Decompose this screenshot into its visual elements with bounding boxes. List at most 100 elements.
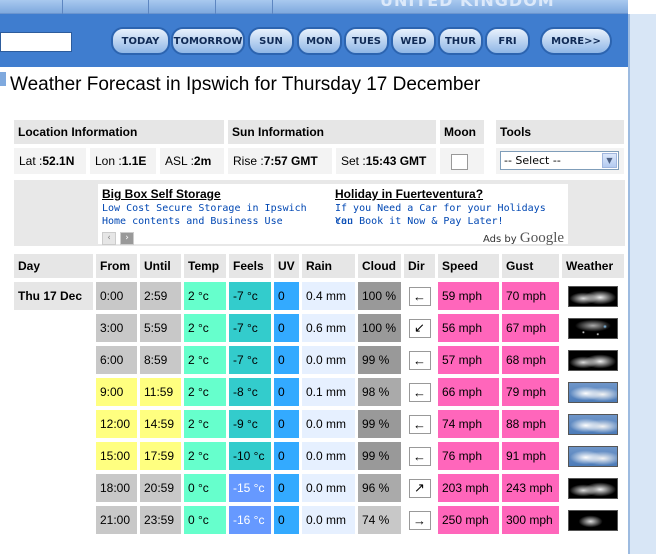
chevron-down-icon[interactable]: ▼ (602, 153, 617, 168)
nav-mon-button[interactable]: MON (297, 27, 342, 55)
rise-value: 7:57 GMT (263, 154, 318, 168)
divider (215, 0, 216, 14)
column-header-weather[interactable]: Weather (561, 253, 625, 279)
column-header-dir[interactable]: Dir (403, 253, 436, 279)
column-header-rain[interactable]: Rain (301, 253, 356, 279)
wind-direction-cell: ← (403, 441, 436, 471)
from-cell: 12:00 (95, 409, 138, 439)
from-cell: 21:00 (95, 505, 138, 535)
temp-cell: 2 °c (183, 409, 227, 439)
rain-cell: 0.1 mm (301, 377, 356, 407)
feels-cell: -8 °c (228, 377, 272, 407)
ads-by-google[interactable]: Ads by Google (483, 230, 564, 247)
lon-value: 1.1E (121, 154, 147, 168)
column-header-until[interactable]: Until (139, 253, 182, 279)
from-cell: 18:00 (95, 473, 138, 503)
search-input[interactable] (0, 32, 72, 52)
weather-cell (561, 441, 625, 471)
cloud-cell: 100 % (357, 281, 402, 311)
tools-select[interactable]: -- Select -- ▼ (500, 151, 619, 170)
lat-label: Lat : (19, 154, 43, 168)
google-logo: Google (519, 230, 565, 246)
weather-cell (561, 505, 625, 535)
wind-direction-cell: ← (403, 281, 436, 311)
column-header-gust[interactable]: Gust (501, 253, 560, 279)
until-cell: 11:59 (139, 377, 182, 407)
column-header-cloud[interactable]: Cloud (357, 253, 402, 279)
tools-select-value: -- Select -- (504, 154, 561, 167)
ad-next-icon[interactable]: › (120, 232, 134, 245)
set-label: Set : (341, 154, 366, 168)
column-header-temp[interactable]: Temp (183, 253, 227, 279)
gust-cell: 79 mph (501, 377, 560, 407)
night-cloudy-icon (568, 477, 618, 499)
nav-tomorrow-button[interactable]: TOMORROW (171, 27, 245, 55)
nav-tues-button[interactable]: TUES (344, 27, 389, 55)
wind-arrow-icon: ← (408, 350, 431, 370)
day-cloudy-icon (568, 381, 618, 403)
uv-cell: 0 (273, 345, 300, 375)
temp-cell: 0 °c (183, 473, 227, 503)
feels-cell: -9 °c (228, 409, 272, 439)
feels-cell: -10 °c (228, 441, 272, 471)
lat-value: 52.1N (42, 154, 75, 168)
until-cell: 17:59 (139, 441, 182, 471)
column-header-speed[interactable]: Speed (437, 253, 500, 279)
nav-more-button[interactable]: MORE>> (540, 27, 612, 55)
weather-cell (561, 473, 625, 503)
gust-cell: 243 mph (501, 473, 560, 503)
temp-cell: 2 °c (183, 313, 227, 343)
ad-text-storage-2[interactable]: Home contents and Business Use (102, 216, 283, 227)
column-header-day[interactable]: Day (13, 253, 94, 279)
asl-label: ASL : (165, 154, 194, 168)
cloud-cell: 96 % (357, 473, 402, 503)
ad-banner: Big Box Self Storage Low Cost Secure Sto… (14, 180, 625, 246)
rain-cell: 0.0 mm (301, 409, 356, 439)
nav-sun-button[interactable]: SUN (248, 27, 294, 55)
nav-today-button[interactable]: TODAY (111, 27, 170, 55)
speed-cell: 59 mph (437, 281, 500, 311)
cloud-cell: 98 % (357, 377, 402, 407)
speed-cell: 57 mph (437, 345, 500, 375)
ad-text-storage-1[interactable]: Low Cost Secure Storage in Ipswich (102, 203, 307, 214)
divider (272, 0, 273, 14)
column-header-feels[interactable]: Feels (228, 253, 272, 279)
divider (62, 0, 63, 14)
until-cell: 23:59 (139, 505, 182, 535)
sunrise: Rise : 7:57 GMT (227, 147, 333, 175)
weather-cell (561, 377, 625, 407)
nav-thur-button[interactable]: THUR (438, 27, 483, 55)
speed-cell: 203 mph (437, 473, 500, 503)
ad-title-holiday[interactable]: Holiday in Fuerteventura? (335, 187, 484, 201)
sunset: Set : 15:43 GMT (335, 147, 437, 175)
speed-cell: 66 mph (437, 377, 500, 407)
wind-arrow-icon: ← (408, 286, 431, 306)
feels-cell: -15 °c (228, 473, 272, 503)
asl-value: 2m (193, 154, 212, 168)
column-header-uv[interactable]: UV (273, 253, 300, 279)
nav-wed-button[interactable]: WED (391, 27, 436, 55)
wind-direction-cell: ↙ (403, 313, 436, 343)
column-header-from[interactable]: From (95, 253, 138, 279)
weather-cell (561, 345, 625, 375)
cloud-cell: 100 % (357, 313, 402, 343)
ad-prev-icon[interactable]: ‹ (102, 232, 116, 245)
lon-label: Lon : (95, 154, 122, 168)
cloud-cell: 74 % (357, 505, 402, 535)
moon-cell (439, 147, 485, 175)
sun-heading: Sun Information (227, 119, 437, 145)
until-cell: 20:59 (139, 473, 182, 503)
ad-title-storage[interactable]: Big Box Self Storage (102, 187, 221, 201)
gust-cell: 68 mph (501, 345, 560, 375)
weather-cell (561, 313, 625, 343)
ad-text-holiday-1[interactable]: If you Need a Car for your Holidays You (335, 203, 546, 227)
ad-panel: Big Box Self Storage Low Cost Secure Sto… (98, 184, 568, 247)
ad-text-holiday-2[interactable]: can Book it Now & Pay Later! (335, 216, 504, 227)
gust-cell: 70 mph (501, 281, 560, 311)
uv-cell: 0 (273, 409, 300, 439)
speed-cell: 56 mph (437, 313, 500, 343)
until-cell: 8:59 (139, 345, 182, 375)
nav-fri-button[interactable]: FRI (485, 27, 530, 55)
cloud-cell: 99 % (357, 345, 402, 375)
from-cell: 0:00 (95, 281, 138, 311)
